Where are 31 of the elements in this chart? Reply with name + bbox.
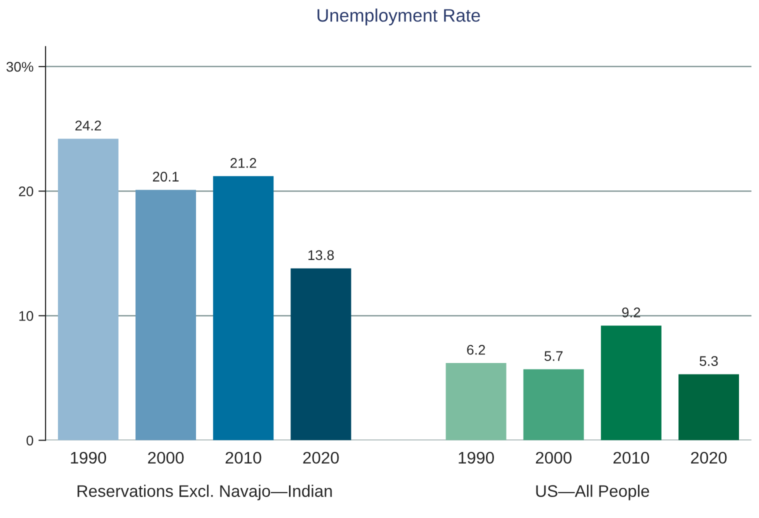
bar: [213, 176, 274, 440]
data-label: 24.2: [75, 120, 102, 130]
x-tick-label: 2020: [691, 452, 727, 464]
bar: [523, 369, 584, 440]
data-label: 21.2: [230, 158, 256, 168]
y-tick-label: 10: [19, 311, 34, 321]
x-tick-label: 2010: [226, 452, 262, 464]
x-tick-label: 1990: [458, 452, 494, 464]
bar: [600, 326, 662, 440]
y-tick-label: 30%: [6, 62, 34, 72]
data-label: 13.8: [308, 250, 334, 260]
bar: [58, 138, 118, 440]
x-tick-label: 2000: [148, 452, 184, 464]
chart-title: Unemployment Rate: [318, 8, 480, 26]
y-tick-label: 0: [26, 436, 34, 446]
bar: [678, 374, 739, 440]
x-tick-label: 2020: [303, 452, 339, 464]
data-label: 9.2: [622, 308, 640, 318]
x-tick-label: 2010: [613, 452, 650, 464]
x-tick-label: 2000: [536, 452, 572, 464]
bar: [136, 190, 196, 440]
text: US—All People: [536, 484, 650, 500]
x-tick-label: 1990: [70, 452, 106, 464]
data-label: 5.7: [544, 351, 563, 361]
text: Reservations Excl. Navajo—Indian: [78, 484, 332, 500]
data-label: 5.3: [700, 356, 718, 366]
data-label: 6.2: [467, 344, 485, 355]
bar: [446, 363, 506, 440]
data-label: 20.1: [152, 172, 179, 182]
bar: [290, 268, 352, 440]
y-tick-label: 20: [18, 186, 34, 196]
